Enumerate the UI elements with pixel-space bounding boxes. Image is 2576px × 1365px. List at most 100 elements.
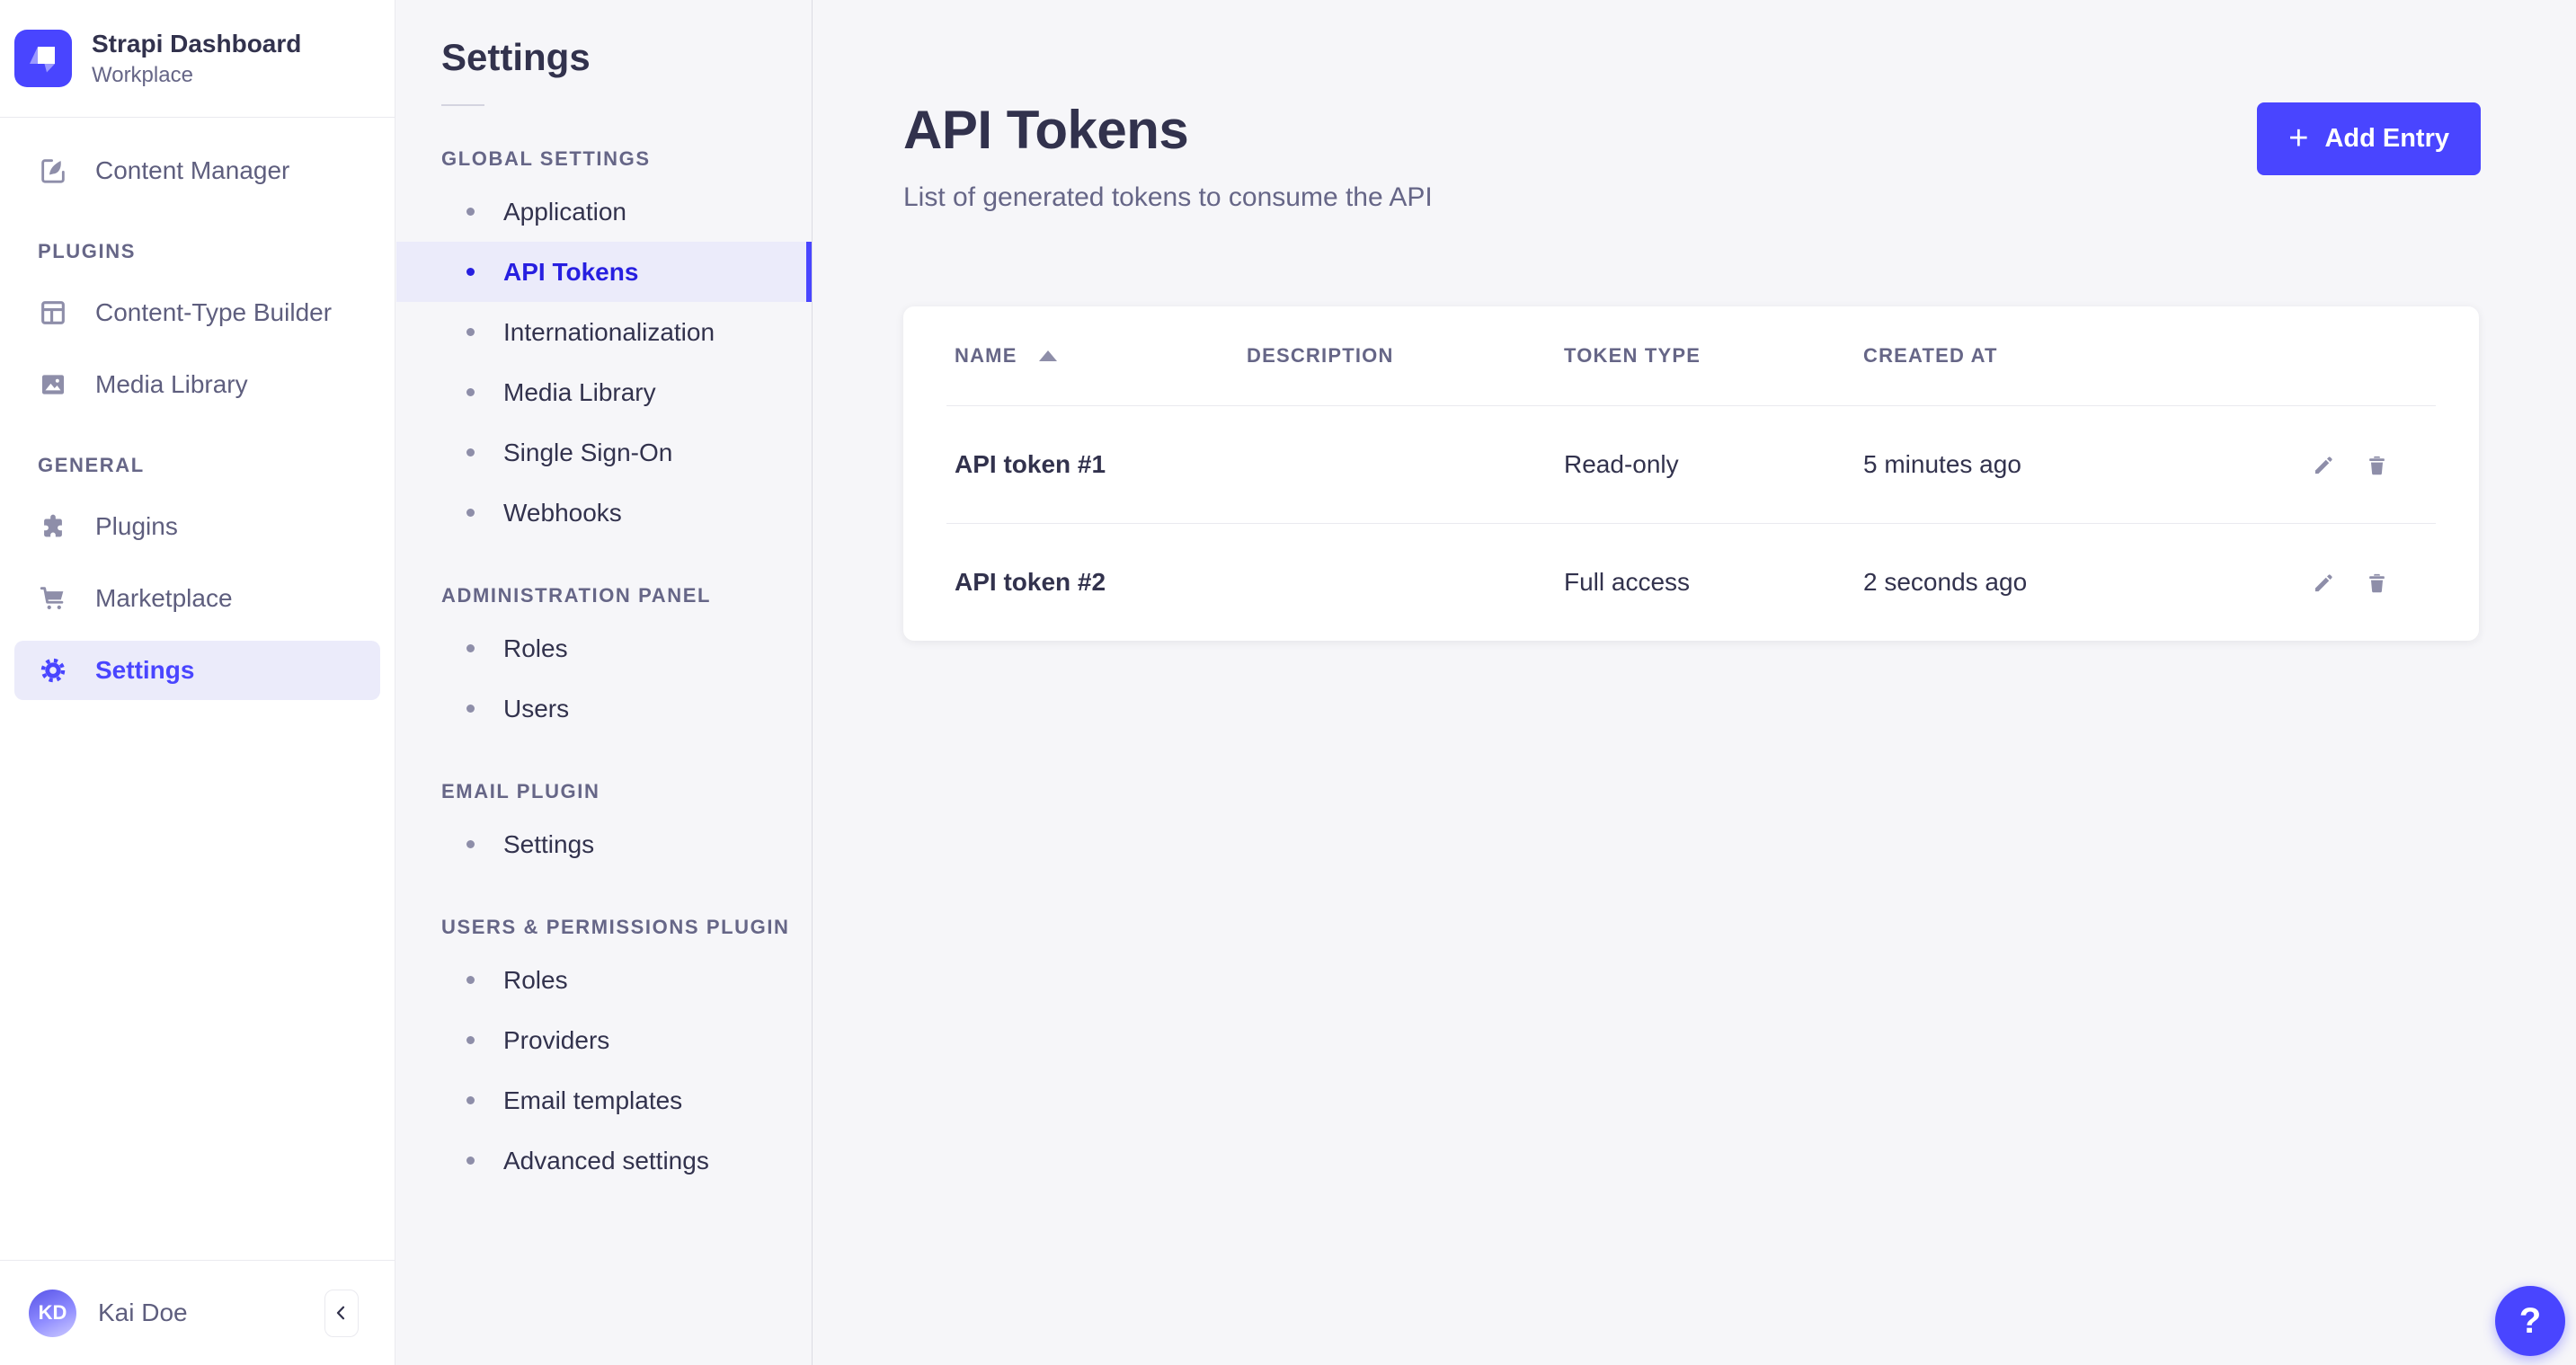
table-header-divider [946,405,2436,406]
subnav-item-label: Roles [503,634,568,662]
page-header: API Tokens List of generated tokens to c… [813,0,2576,213]
brand-header: Strapi Dashboard Workplace [0,0,395,118]
bullet-icon [466,509,475,517]
edit-pencil-icon[interactable] [2312,571,2336,595]
page-title: API Tokens [903,100,1189,160]
add-entry-button[interactable]: + Add Entry [2257,102,2481,175]
subnav-item-label: Application [503,197,626,226]
sidebar-item-content-manager[interactable]: Content Manager [14,141,380,200]
bullet-icon [466,644,475,652]
sidebar-section-header-plugins: PLUGINS [38,240,136,262]
sidebar-nav: Content Manager PLUGINS Content-Type Bui… [0,118,395,700]
content-type-builder-icon [38,297,68,328]
api-tokens-table-card: NAME DESCRIPTION TOKEN TYPE CREATED AT A… [903,306,2479,641]
subnav-item-application[interactable]: Application [396,182,812,242]
add-entry-label: Add Entry [2324,124,2449,153]
subnav-item-label: Users [503,694,570,722]
settings-subnav: Settings GLOBAL SETTINGS Application API… [396,0,813,1365]
subnav-item-email-settings[interactable]: Settings [396,814,812,874]
sidebar-item-media-library[interactable]: Media Library [14,355,380,414]
subnav-item-single-sign-on[interactable]: Single Sign-On [396,422,812,483]
subnav-item-admin-users[interactable]: Users [396,678,812,739]
column-header-name[interactable]: NAME [903,344,1247,368]
column-header-label: NAME [955,344,1017,367]
sort-ascending-icon [1038,350,1057,361]
subnav-header-global-settings: GLOBAL SETTINGS [441,147,651,170]
user-avatar: KD [29,1289,76,1337]
subnav-item-webhooks[interactable]: Webhooks [396,483,812,543]
chevron-left-icon [333,1304,351,1322]
sidebar-item-content-type-builder[interactable]: Content-Type Builder [14,283,380,342]
bullet-icon [466,840,475,848]
sidebar-item-label: Plugins [95,512,178,540]
sidebar-item-label: Content Manager [95,156,290,184]
subnav-item-email-templates[interactable]: Email templates [396,1070,812,1130]
edit-pencil-icon[interactable] [2312,453,2336,477]
bullet-icon [466,268,475,276]
subnav-header-users-permissions-plugin: USERS & PERMISSIONS PLUGIN [441,916,790,938]
table-row-divider [946,523,2436,524]
token-created-at-cell: 2 seconds ago [1863,568,2028,596]
marketplace-icon [38,583,68,614]
bullet-icon [466,1157,475,1165]
workspace-name: Workplace [92,63,193,88]
subnav-title-divider [441,104,484,106]
column-header-created-at: CREATED AT [1863,344,1998,367]
delete-trash-icon[interactable] [2365,571,2389,595]
main-content: API Tokens List of generated tokens to c… [813,0,2576,1365]
media-library-icon [38,369,68,400]
bullet-icon [466,976,475,984]
subnav-item-label: Email templates [503,1086,683,1114]
subnav-item-label: Advanced settings [503,1146,709,1174]
bullet-icon [466,705,475,713]
table-row[interactable]: API token #2 Full access 2 seconds ago [903,524,2479,641]
subnav-item-label: Roles [503,965,568,994]
table-row[interactable]: API token #1 Read-only 5 minutes ago [903,406,2479,523]
help-button[interactable]: ? [2495,1286,2565,1356]
plugins-icon [38,511,68,542]
page-subtitle: List of generated tokens to consume the … [903,182,1433,212]
sidebar-item-plugins[interactable]: Plugins [14,497,380,556]
subnav-item-admin-roles[interactable]: Roles [396,618,812,678]
bullet-icon [466,448,475,456]
subnav-item-label: Single Sign-On [503,438,673,466]
subnav-item-label: Settings [503,829,595,858]
bullet-icon [466,1096,475,1104]
subnav-header-email-plugin: EMAIL PLUGIN [441,780,600,802]
subnav-header-administration-panel: ADMINISTRATION PANEL [441,584,712,607]
column-header-description: DESCRIPTION [1247,344,1394,367]
sidebar-item-settings[interactable]: Settings [14,641,380,700]
sidebar-item-marketplace[interactable]: Marketplace [14,569,380,628]
app-title: Strapi Dashboard [92,29,302,58]
subnav-item-media-library[interactable]: Media Library [396,362,812,422]
bullet-icon [466,1036,475,1044]
sidebar-item-label: Media Library [95,370,248,398]
bullet-icon [466,388,475,396]
sidebar-footer: KD Kai Doe [0,1260,395,1365]
subnav-item-api-tokens[interactable]: API Tokens [396,242,812,302]
delete-trash-icon[interactable] [2365,453,2389,477]
main-sidebar: Strapi Dashboard Workplace Content Manag… [0,0,395,1365]
strapi-logo-icon [14,30,72,87]
token-name-cell: API token #2 [955,568,1106,596]
subnav-item-label: Media Library [503,377,656,406]
collapse-sidebar-button[interactable] [324,1289,359,1337]
subnav-item-internationalization[interactable]: Internationalization [396,302,812,362]
sidebar-section-header-general: GENERAL [38,454,145,476]
plus-icon: + [2288,120,2309,158]
user-name: Kai Doe [98,1299,188,1326]
sidebar-item-label: Marketplace [95,584,233,612]
subnav-item-label: API Tokens [503,257,639,286]
column-header-token-type: TOKEN TYPE [1564,344,1701,367]
subnav-item-advanced-settings[interactable]: Advanced settings [396,1130,812,1191]
bullet-icon [466,328,475,336]
subnav-item-label: Providers [503,1025,610,1054]
settings-gear-icon [38,655,68,686]
sidebar-item-label: Settings [95,656,195,684]
content-manager-icon [38,155,68,186]
token-created-at-cell: 5 minutes ago [1863,450,2021,478]
subnav-item-providers[interactable]: Providers [396,1010,812,1070]
subnav-item-label: Webhooks [503,498,622,527]
table-header-row: NAME DESCRIPTION TOKEN TYPE CREATED AT [903,306,2479,405]
subnav-item-up-roles[interactable]: Roles [396,950,812,1010]
